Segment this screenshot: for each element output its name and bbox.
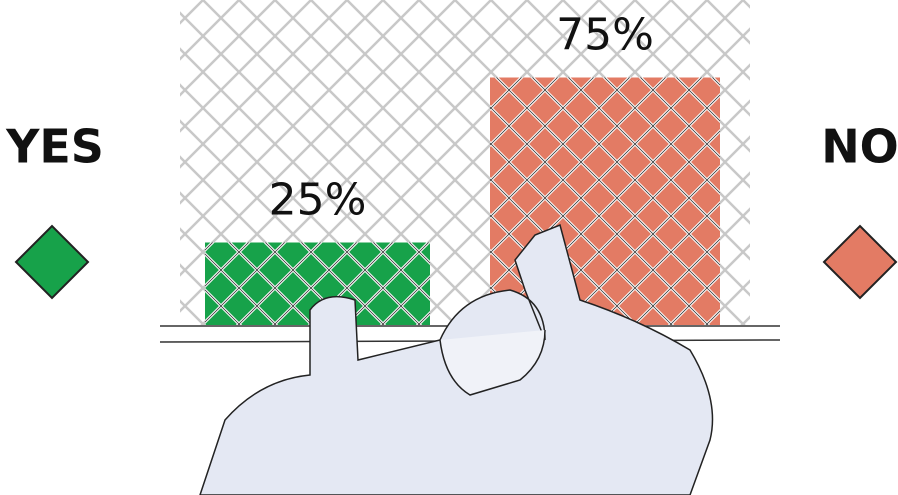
category-label: YES bbox=[5, 120, 104, 174]
value-label: 75% bbox=[556, 10, 654, 61]
legend-swatch bbox=[16, 226, 88, 298]
value-label: 25% bbox=[269, 175, 367, 226]
category-label: NO bbox=[821, 120, 898, 174]
legend-swatch bbox=[824, 226, 896, 298]
chart: YES 25% NO 75% bbox=[0, 0, 898, 495]
